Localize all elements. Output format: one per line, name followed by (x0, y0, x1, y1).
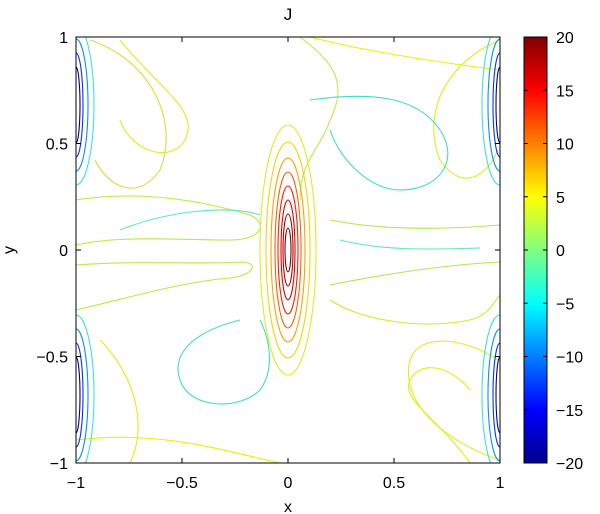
colorbar-tick-label: 15 (556, 83, 574, 100)
colorbar-tick-label: −20 (556, 456, 583, 473)
y-axis-ticks: −1 −0.5 0 0.5 1 (36, 30, 500, 473)
x-tick-label: −1 (67, 475, 85, 492)
y-tick-label: −0.5 (36, 350, 68, 367)
y-tick-label: 0 (59, 243, 68, 260)
x-tick-label: 0 (284, 475, 293, 492)
y-axis-label: y (1, 246, 18, 254)
x-axis-label: x (284, 499, 292, 514)
x-tick-label: −0.5 (166, 475, 198, 492)
colorbar-tick-label: −15 (556, 403, 583, 420)
colorbar-tick-label: −10 (556, 350, 583, 367)
plot-area (76, 37, 500, 463)
x-tick-label: 0.5 (383, 475, 405, 492)
colorbar-tick-label: 20 (556, 30, 574, 47)
contour-lines (76, 37, 500, 463)
colorbar-tick-label: 10 (556, 137, 574, 154)
x-axis-ticks: −1 −0.5 0 0.5 1 (67, 37, 505, 492)
colorbar-ticks: 20 15 10 5 0 −5 −10 −15 −20 (524, 30, 583, 473)
y-tick-label: 0.5 (46, 137, 68, 154)
colorbar-tick-label: 5 (556, 190, 565, 207)
chart-title: J (284, 5, 293, 24)
x-tick-label: 1 (496, 475, 505, 492)
colorbar-tick-label: 0 (556, 243, 565, 260)
colorbar-tick-label: −5 (556, 296, 574, 313)
y-tick-label: −1 (50, 456, 68, 473)
y-tick-label: 1 (59, 30, 68, 47)
